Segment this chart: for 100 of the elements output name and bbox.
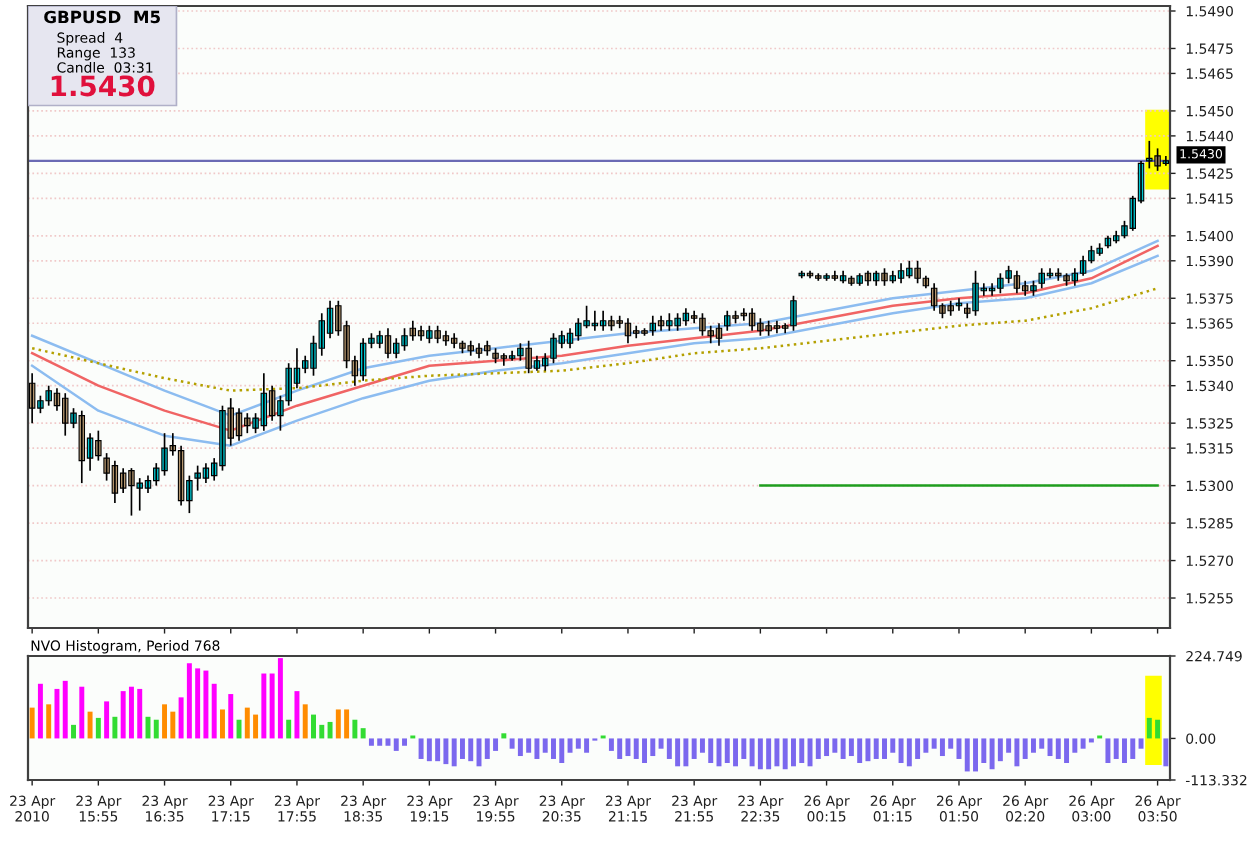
bar [915, 738, 921, 759]
bar [1055, 738, 1061, 759]
bar [377, 738, 383, 746]
bar [120, 691, 126, 739]
bar [418, 738, 424, 759]
bar [840, 738, 846, 759]
bar [211, 683, 217, 739]
bar [790, 738, 796, 767]
bar [749, 738, 755, 767]
candlestick [500, 352, 508, 367]
bar [228, 694, 234, 739]
candlestick [161, 432, 168, 477]
bar [1039, 738, 1045, 749]
bar [824, 738, 830, 757]
bar [1130, 738, 1136, 759]
bar [335, 709, 341, 739]
bar [443, 738, 449, 765]
bar [757, 738, 763, 770]
bar [551, 738, 556, 759]
bar [691, 738, 697, 759]
bar [352, 719, 358, 739]
bar [832, 738, 838, 753]
bar [468, 738, 474, 762]
bar [584, 738, 590, 753]
bar [931, 738, 937, 749]
bar [865, 738, 871, 762]
bar [906, 738, 912, 767]
bar [1146, 717, 1152, 739]
bar [708, 738, 714, 764]
bar [542, 738, 548, 753]
bar [368, 738, 374, 746]
bar [484, 738, 490, 759]
bar [633, 738, 639, 759]
bar [459, 738, 465, 759]
bar [46, 704, 52, 739]
bar [244, 707, 250, 739]
bar [981, 738, 987, 764]
bar [617, 738, 623, 759]
candlestick [790, 294, 797, 332]
bar [170, 711, 176, 739]
bar [782, 738, 788, 770]
bar [799, 738, 805, 764]
bar [1122, 738, 1127, 764]
bar [890, 738, 896, 753]
bar [642, 738, 647, 764]
candlestick [525, 339, 532, 375]
bar [650, 738, 656, 757]
bar [1105, 738, 1111, 764]
bar [186, 663, 192, 739]
bar [526, 738, 532, 753]
bar [195, 668, 201, 739]
bar [277, 658, 283, 739]
bar [964, 738, 970, 772]
bar [997, 738, 1003, 762]
bar [848, 738, 854, 757]
bar [1163, 738, 1169, 767]
bar [344, 709, 350, 739]
bar [112, 716, 118, 739]
annotation: 1.5430 [51, 75, 155, 97]
bar [898, 738, 904, 764]
bar [683, 738, 689, 767]
candlestick [972, 269, 979, 317]
bar [1064, 738, 1070, 764]
bar [311, 714, 316, 739]
bar [939, 738, 945, 757]
line-series [30, 287, 1159, 392]
bar [815, 738, 821, 759]
bar [1113, 738, 1119, 759]
bar [360, 728, 366, 739]
candlestick [128, 467, 135, 517]
candlestick [136, 477, 143, 512]
bar [29, 707, 35, 739]
candlestick [699, 312, 706, 337]
bar [294, 691, 300, 739]
candlestick [815, 272, 822, 282]
bar [1022, 738, 1028, 759]
bar [1014, 738, 1020, 767]
bar [1155, 719, 1161, 739]
bar [1080, 738, 1086, 749]
bar [393, 738, 399, 751]
bar [774, 738, 780, 767]
candlestick [997, 272, 1004, 295]
bar [923, 738, 929, 753]
chart-title: GBPUSD M5 [44, 10, 160, 24]
bar [625, 738, 631, 757]
bar [435, 738, 441, 762]
bar [71, 724, 76, 739]
bar [741, 738, 747, 759]
bar [807, 738, 813, 767]
candlestick [550, 332, 557, 365]
bar [608, 738, 614, 751]
bar [493, 738, 499, 751]
candlestick [1154, 147, 1161, 172]
bar [1030, 738, 1036, 753]
bar [302, 704, 308, 739]
bar [733, 738, 739, 767]
bar [203, 670, 209, 739]
candlestick [219, 404, 226, 472]
bar [724, 738, 730, 764]
bar [873, 738, 879, 759]
